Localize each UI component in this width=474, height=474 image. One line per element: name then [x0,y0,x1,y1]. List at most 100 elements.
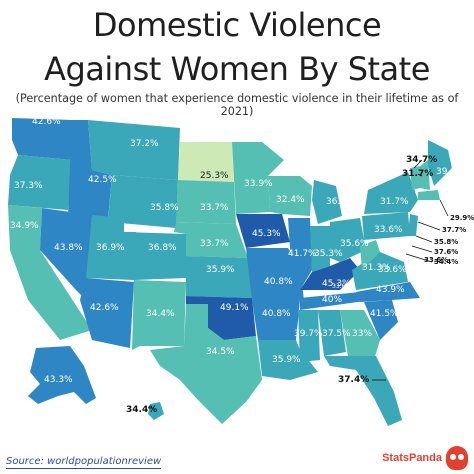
label-ms: 39.7% [294,329,323,339]
label-hi: 34.4% [126,405,157,415]
label-ri-inland: 33.6% [332,283,351,290]
state-fl [324,356,402,426]
subtitle: (Percentage of women that experience dom… [15,92,459,118]
label-id: 42.5% [88,175,117,185]
label-ar: 40.8% [262,309,291,319]
state-la [258,340,318,380]
label-oh: 35.6% [340,239,369,249]
state-ut [86,215,136,280]
label-ca: 34.9% [10,221,39,231]
state-or [8,155,72,210]
state-nj [408,214,418,236]
state-me [428,140,452,186]
label-nj: 35.8% [434,238,458,246]
state-mn [232,142,284,214]
state-nv [40,208,92,300]
label-ny: 31.7% [380,197,409,207]
label-fl: 37.4% [338,375,369,385]
state-ok [186,296,256,340]
state-pa [362,212,410,240]
state-nc [356,282,420,302]
label-ok: 49.1% [220,303,249,313]
label-sd: 33.7% [200,203,229,213]
label-mi: 36.1% [326,197,355,207]
state-az [80,278,134,348]
label-nh: 31.7% [402,169,433,179]
state-tn [300,292,372,310]
state-mt [88,120,180,180]
state-nh [420,160,430,190]
state-ny [364,172,418,214]
state-ky [300,258,360,290]
label-in: 35.3% [314,249,343,259]
label-wv: 31.3% [362,263,391,273]
label-ks: 35.9% [206,265,235,275]
label-md: 34.4% [434,258,458,266]
label-wi: 32.4% [276,195,305,205]
state-ak [28,346,96,404]
label-sc: 41.5% [370,309,399,319]
state-il [288,218,312,290]
label-nd: 25.3% [200,171,229,181]
state-sd [176,180,236,224]
label-ky: 45.3% [322,279,351,289]
state-ga [340,310,380,360]
state-oh [330,218,366,262]
label-mo: 40.8% [264,277,293,287]
title-line-2: Against Women By State [44,50,430,88]
state-sc [364,300,398,340]
state-mo [246,248,304,300]
label-va: 33.6% [378,265,407,275]
state-ia [236,214,290,248]
state-ne [174,222,248,258]
label-ne: 33.7% [200,239,229,249]
brand-name: StatsPanda [382,452,442,464]
state-al [318,310,346,356]
label-or: 37.3% [14,181,43,191]
label-nv: 43.8% [54,243,83,253]
state-nd [178,142,234,182]
title-line-1: Domestic Violence [92,6,382,44]
label-ut: 36.9% [96,243,125,253]
label-tx: 34.5% [206,347,235,357]
label-tn: 40% [322,295,342,305]
label-nc: 43.9% [376,285,405,295]
label-ga: 33% [352,329,372,339]
label-pa-callout: 33.6% [424,256,448,264]
label-ia: 45.3% [252,229,281,239]
state-ma [418,190,440,200]
state-nm [132,280,186,350]
state-hi [148,402,164,420]
label-me: 39.3% [436,167,465,177]
label-az: 42.6% [90,303,119,313]
state-co [124,232,186,280]
state-wi [268,176,312,216]
label-pa: 33.6% [374,225,403,235]
label-ak: 43.3% [44,375,73,385]
state-ms [298,310,320,362]
label-mt: 37.2% [130,139,159,149]
label-de: 37.6% [434,248,458,256]
panda-icon [446,446,468,470]
state-id [68,120,112,220]
state-wa [12,118,72,160]
label-wy: 35.8% [150,203,179,213]
label-ct: 37.7% [442,226,466,234]
label-nm: 34.4% [146,309,175,319]
label-la: 35.9% [272,355,301,365]
label-al: 37.5% [322,329,351,339]
state-ar [252,300,300,340]
label-co: 36.8% [148,243,177,253]
label-mn: 33.9% [244,179,273,189]
state-tx [150,304,262,424]
state-in [310,226,330,272]
source-link[interactable]: Source: worldpopulationreview [6,456,162,469]
state-ks [186,256,252,298]
state-wy [108,175,178,228]
state-ca [8,205,92,340]
state-wv [360,240,380,270]
label-wa: 42.6% [32,117,61,127]
label-il: 41.7% [288,249,317,259]
brand-logo: StatsPanda [356,446,468,472]
